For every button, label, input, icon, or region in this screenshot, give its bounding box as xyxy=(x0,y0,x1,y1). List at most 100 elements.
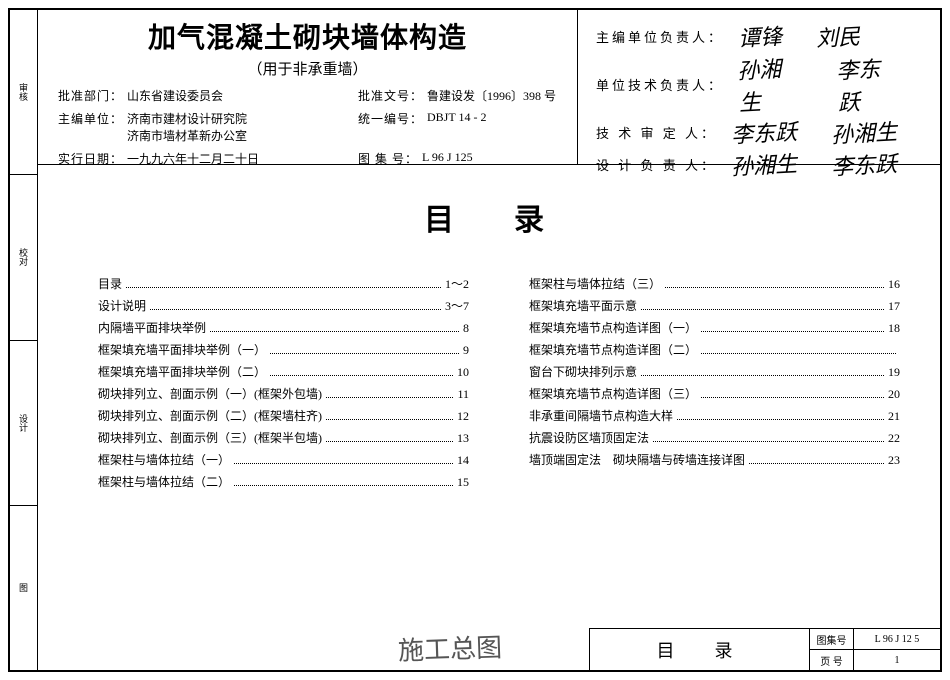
toc-entry: 设计说明 3～7 xyxy=(98,297,469,314)
signature: 李东跃 xyxy=(835,50,903,117)
editor-label: 主编单位： xyxy=(58,110,123,144)
toc-entry-page: 1～2 xyxy=(445,275,469,292)
signature: 孙湘生 xyxy=(830,114,898,149)
toc-entry-page: 19 xyxy=(888,365,900,380)
footer-album-value: L 96 J 12 5 xyxy=(854,629,940,649)
toc-entry-page: 10 xyxy=(457,365,469,380)
toc-column-right: 框架柱与墙体拉结（三）16 框架填充墙平面示意 17 框架填充墙节点构造详图（一） 18… xyxy=(529,275,900,490)
toc-entry-title: 框架填充墙平面排块举例（二） xyxy=(98,363,266,380)
toc-entry: 框架柱与墙体拉结（二） 15 xyxy=(98,473,469,490)
toc-entry-page: 8 xyxy=(463,321,469,336)
toc-entry-title: 砌块排列立、剖面示例（二）(框架墙柱齐) xyxy=(98,407,322,424)
stub-cell: 审核 xyxy=(10,10,37,175)
code-value: DBJT 14 - 2 xyxy=(427,110,486,144)
toc-leader-dots xyxy=(749,463,884,464)
toc-entry-page: 11 xyxy=(457,387,469,402)
toc-leader-dots xyxy=(234,463,453,464)
toc-leader-dots xyxy=(326,441,453,442)
toc-entry-title: 设计说明 xyxy=(98,297,146,314)
toc-entry-page: 17 xyxy=(888,299,900,314)
toc-entry: 内隔墙平面排块举例 8 xyxy=(98,319,469,336)
toc-entry-title: 目录 xyxy=(98,275,122,292)
toc-leader-dots xyxy=(234,485,453,486)
signature: 谭锋 xyxy=(737,19,783,53)
footer-album-label: 图集号 xyxy=(810,629,854,649)
drawing-sheet: 审核 校对 设计 图 加气混凝土砌块墙体构造 （用于非承重墙） 批准部门： 山东… xyxy=(8,8,942,672)
toc-entry-page: 22 xyxy=(888,431,900,446)
handwritten-note: 施工总图 xyxy=(397,627,502,668)
footer-page-value: 1 xyxy=(854,650,940,670)
toc-leader-dots xyxy=(150,309,441,310)
toc-entry-page: 3～7 xyxy=(445,297,469,314)
toc-entry-page: 15 xyxy=(457,475,469,490)
footer-title: 目录 xyxy=(590,629,810,670)
toc-entry-title: 墙顶端固定法 砌块隔墙与砖墙连接详图 xyxy=(529,451,745,468)
approval-doc-value: 鲁建设发〔1996〕398 号 xyxy=(427,87,556,104)
toc-heading: 目录 xyxy=(128,195,900,239)
toc-entry: 框架填充墙节点构造详图（一） 18 xyxy=(529,319,900,336)
toc-entry: 窗台下砌块排列示意 19 xyxy=(529,363,900,380)
footer-page-label: 页 号 xyxy=(810,650,854,670)
toc-entry-title: 非承重间隔墙节点构造大样 xyxy=(529,407,673,424)
toc-leader-dots xyxy=(270,375,453,376)
toc-entry-page: 21 xyxy=(888,409,900,424)
toc-body: 目录 目录 1～2 设计说明 3～7 内隔墙平面排块举例 8 框架填充墙平面排块举例（一） 9… xyxy=(38,165,940,670)
toc-entry-page: 23 xyxy=(888,453,900,468)
toc-leader-dots xyxy=(270,353,459,354)
document-title: 加气混凝土砌块墙体构造 xyxy=(58,16,557,56)
toc-entry-title: 框架填充墙节点构造详图（二） xyxy=(529,341,697,358)
toc-columns: 目录 1～2 设计说明 3～7 内隔墙平面排块举例 8 框架填充墙平面排块举例（一） 9 框架填… xyxy=(98,275,900,490)
toc-leader-dots xyxy=(665,287,884,288)
toc-entry-title: 窗台下砌块排列示意 xyxy=(529,363,637,380)
footer-meta: 图集号 L 96 J 12 5 页 号 1 xyxy=(810,629,940,670)
toc-leader-dots xyxy=(701,353,896,354)
toc-entry: 砌块排列立、剖面示例（三）(框架半包墙) 13 xyxy=(98,429,469,446)
title-block: 加气混凝土砌块墙体构造 （用于非承重墙） 批准部门： 山东省建设委员会 批准文号… xyxy=(38,10,940,165)
toc-entry: 框架填充墙节点构造详图（二） xyxy=(529,341,900,358)
editor-line1: 济南市建材设计研究院 xyxy=(127,112,247,126)
editor-line2: 济南市墙材革新办公室 xyxy=(127,129,247,143)
toc-leader-dots xyxy=(326,419,453,420)
toc-entry-title: 框架柱与墙体拉结（二） xyxy=(98,473,230,490)
stub-cell: 图 xyxy=(10,506,37,670)
info-rows: 批准部门： 山东省建设委员会 批准文号： 鲁建设发〔1996〕398 号 主编单… xyxy=(58,87,557,167)
toc-entry-title: 框架填充墙节点构造详图（一） xyxy=(529,319,697,336)
toc-leader-dots xyxy=(641,375,884,376)
signature-block: 主编单位负责人： 谭锋 刘民 单位技术负责人： 孙湘生 李东跃 技 术 审 定 … xyxy=(578,10,940,164)
approval-doc-label: 批准文号： xyxy=(358,87,423,104)
toc-entry-title: 砌块排列立、剖面示例（一）(框架外包墙) xyxy=(98,385,322,402)
toc-entry: 框架柱与墙体拉结（三）16 xyxy=(529,275,900,292)
toc-entry-title: 框架柱与墙体拉结（一） xyxy=(98,451,230,468)
title-left: 加气混凝土砌块墙体构造 （用于非承重墙） 批准部门： 山东省建设委员会 批准文号… xyxy=(38,10,578,164)
toc-entry: 框架填充墙节点构造详图（三）20 xyxy=(529,385,900,402)
stub-cell: 校对 xyxy=(10,175,37,340)
binding-stub: 审核 校对 设计 图 xyxy=(10,10,38,670)
toc-entry: 非承重间隔墙节点构造大样 21 xyxy=(529,407,900,424)
signature: 李东跃 xyxy=(730,114,798,149)
toc-leader-dots xyxy=(210,331,459,332)
toc-entry: 框架填充墙平面示意 17 xyxy=(529,297,900,314)
toc-entry-page: 9 xyxy=(463,343,469,358)
signature: 刘民 xyxy=(815,19,861,53)
sign-label-1: 主编单位负责人： xyxy=(596,27,724,46)
stub-cell: 设计 xyxy=(10,341,37,506)
toc-entry-page: 18 xyxy=(888,321,900,336)
sign-label-3: 技 术 审 定 人： xyxy=(596,123,717,142)
toc-entry-title: 框架柱与墙体拉结（三） xyxy=(529,275,661,292)
toc-leader-dots xyxy=(701,331,884,332)
toc-entry-title: 框架填充墙平面排块举例（一） xyxy=(98,341,266,358)
sign-label-2: 单位技术负责人： xyxy=(596,75,724,94)
toc-entry-title: 框架填充墙节点构造详图（三） xyxy=(529,385,697,402)
toc-entry: 框架填充墙平面排块举例（二） 10 xyxy=(98,363,469,380)
toc-entry-title: 砌块排列立、剖面示例（三）(框架半包墙) xyxy=(98,429,322,446)
toc-entry-title: 内隔墙平面排块举例 xyxy=(98,319,206,336)
toc-entry: 砌块排列立、剖面示例（一）(框架外包墙) 11 xyxy=(98,385,469,402)
toc-entry: 抗震设防区墙顶固定法22 xyxy=(529,429,900,446)
toc-entry: 墙顶端固定法 砌块隔墙与砖墙连接详图 23 xyxy=(529,451,900,468)
editor-value: 济南市建材设计研究院 济南市墙材革新办公室 xyxy=(127,110,247,144)
toc-leader-dots xyxy=(326,397,453,398)
toc-entry-page: 13 xyxy=(457,431,469,446)
toc-entry: 目录 1～2 xyxy=(98,275,469,292)
signature: 孙湘生 xyxy=(736,50,804,117)
toc-entry-title: 框架填充墙平面示意 xyxy=(529,297,637,314)
